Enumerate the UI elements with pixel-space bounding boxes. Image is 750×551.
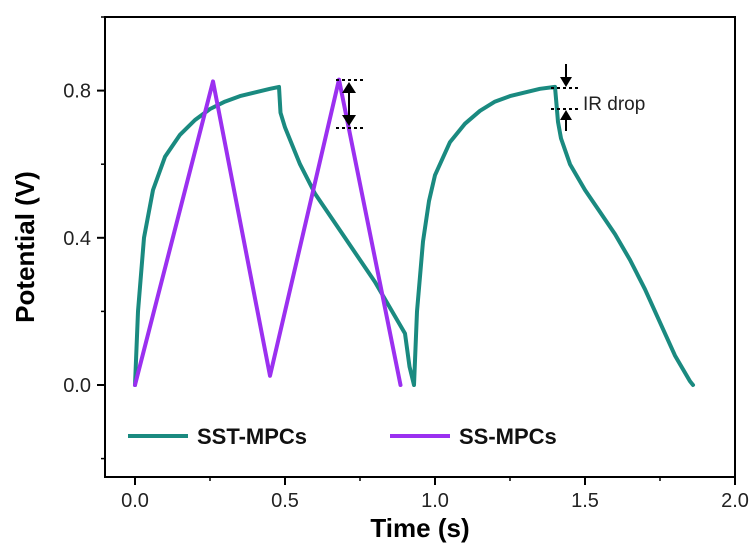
ir-drop-marker-left (336, 79, 365, 129)
series-line-ss-mpcs (133, 77, 403, 387)
y-axis-title: Potential (V) (10, 171, 40, 323)
x-tick-label: 0.5 (271, 490, 299, 512)
ir-drop-marker-right: IR drop (551, 64, 645, 131)
x-axis-ticks: 0.0 0.5 1.0 1.5 2.0 (121, 477, 749, 512)
legend-label-ss-mpcs: SS-MPCs (459, 424, 557, 449)
x-tick-label: 2.0 (721, 490, 749, 512)
series-layer (133, 77, 695, 387)
y-axis-ticks: 0.0 0.4 0.8 (63, 16, 105, 460)
legend: SST-MPCs SS-MPCs (128, 424, 557, 449)
ir-drop-label: IR drop (583, 94, 645, 115)
x-tick-label: 0.0 (121, 490, 149, 512)
y-tick-label: 0.4 (63, 228, 91, 250)
y-tick-label: 0.8 (63, 81, 91, 103)
series-line-sst-mpcs (133, 84, 695, 387)
x-axis-title: Time (s) (370, 513, 469, 543)
x-tick-label: 1.0 (421, 490, 449, 512)
y-tick-label: 0.0 (63, 375, 91, 397)
plot-frame (104, 16, 736, 478)
legend-label-sst-mpcs: SST-MPCs (197, 424, 307, 449)
x-tick-label: 1.5 (571, 490, 599, 512)
